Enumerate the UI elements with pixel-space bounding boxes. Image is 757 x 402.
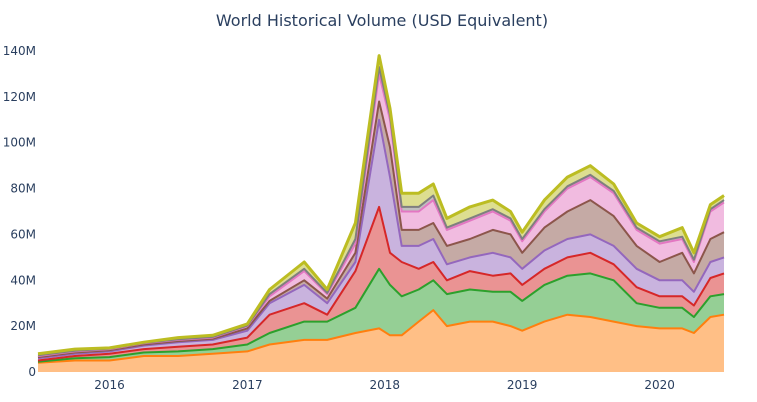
line-series-5 [37,100,725,359]
y-tick-label: 140M [3,44,36,58]
y-tick-label: 20M [10,319,36,333]
y-tick-label: 40M [10,273,36,287]
area-series-5 [38,101,724,359]
line-series-4 [37,118,725,360]
y-tick-label: 100M [3,136,36,150]
x-tick-label: 2016 [94,378,125,392]
y-tick-label: 0 [28,365,36,379]
y-tick-label: 60M [10,227,36,241]
x-tick-label: 2018 [369,378,400,392]
line-series-7 [37,66,725,357]
line-series-2 [37,267,725,363]
y-axis: 0 20M 40M 60M 80M 100M 120M 140M [3,44,36,379]
y-tick-label: 80M [10,182,36,196]
area-series-3 [38,206,724,362]
line-series-1 [37,309,725,364]
area-series-4 [38,119,724,361]
area-series-1 [38,310,724,372]
chart-title: World Historical Volume (USD Equivalent) [216,11,548,30]
area-series-2 [38,268,724,363]
line-series-8 [37,54,725,356]
plot-area [37,54,725,372]
x-tick-label: 2017 [232,378,263,392]
x-tick-label: 2019 [507,378,538,392]
x-tick-label: 2020 [644,378,675,392]
line-series-3 [37,205,725,362]
x-axis: 2016 2017 2018 2019 2020 [94,378,675,392]
y-tick-label: 120M [3,90,36,104]
